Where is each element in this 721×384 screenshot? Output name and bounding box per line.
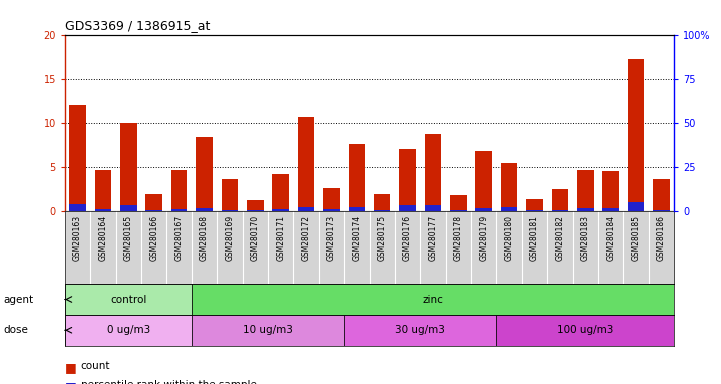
Bar (171, 170, 187, 211)
Bar (65, 315, 192, 346)
Text: GSM280168: GSM280168 (200, 215, 209, 261)
Bar (399, 205, 416, 211)
Text: GSM280165: GSM280165 (124, 215, 133, 261)
Bar (94, 170, 111, 211)
Text: GSM280181: GSM280181 (530, 215, 539, 261)
Text: 100 ug/m3: 100 ug/m3 (557, 325, 614, 335)
Bar (146, 194, 162, 211)
Text: GSM280176: GSM280176 (403, 215, 412, 261)
Text: 0 ug/m3: 0 ug/m3 (107, 325, 150, 335)
Bar (526, 199, 543, 211)
Text: GSM280184: GSM280184 (606, 215, 615, 261)
Text: ■: ■ (65, 361, 76, 374)
Text: GSM280172: GSM280172 (301, 215, 311, 261)
Bar (247, 200, 264, 211)
Text: count: count (81, 361, 110, 371)
Bar (196, 208, 213, 211)
Bar (425, 205, 441, 211)
Bar (192, 315, 344, 346)
Bar (247, 210, 264, 211)
Bar (348, 207, 365, 211)
Text: GDS3369 / 1386915_at: GDS3369 / 1386915_at (65, 19, 211, 32)
Bar (552, 210, 568, 211)
Text: GSM280179: GSM280179 (479, 215, 488, 261)
Bar (273, 174, 289, 211)
Bar (501, 163, 518, 211)
Text: 30 ug/m3: 30 ug/m3 (395, 325, 446, 335)
Text: GSM280174: GSM280174 (353, 215, 361, 261)
Text: GSM280183: GSM280183 (581, 215, 590, 261)
Text: GSM280177: GSM280177 (428, 215, 438, 261)
Bar (653, 179, 670, 211)
Text: GSM280185: GSM280185 (632, 215, 640, 261)
Bar (196, 137, 213, 211)
Bar (603, 208, 619, 211)
Bar (475, 151, 492, 211)
Bar (348, 144, 365, 211)
Text: GSM280166: GSM280166 (149, 215, 158, 261)
Bar (577, 208, 593, 211)
Bar (323, 188, 340, 211)
Bar (425, 134, 441, 211)
Bar (475, 208, 492, 211)
Text: GSM280175: GSM280175 (378, 215, 386, 261)
Text: GSM280170: GSM280170 (251, 215, 260, 261)
Bar (298, 117, 314, 211)
Bar (323, 209, 340, 211)
Bar (298, 207, 314, 211)
Text: GSM280171: GSM280171 (276, 215, 286, 261)
Bar (192, 284, 674, 315)
Bar (146, 210, 162, 211)
Text: GSM280186: GSM280186 (657, 215, 666, 261)
Text: GSM280163: GSM280163 (73, 215, 82, 261)
Bar (171, 209, 187, 211)
Bar (69, 105, 86, 211)
Bar (399, 149, 416, 211)
Text: GSM280167: GSM280167 (174, 215, 184, 261)
Text: ■: ■ (65, 380, 76, 384)
Bar (69, 204, 86, 211)
Text: GSM280178: GSM280178 (454, 215, 463, 261)
Bar (120, 123, 136, 211)
Bar (120, 205, 136, 211)
Bar (374, 210, 391, 211)
Bar (273, 209, 289, 211)
Text: GSM280180: GSM280180 (505, 215, 513, 261)
Text: agent: agent (4, 295, 34, 305)
Bar (94, 209, 111, 211)
Text: zinc: zinc (423, 295, 443, 305)
Text: GSM280169: GSM280169 (226, 215, 234, 261)
Bar (450, 210, 466, 211)
Bar (501, 207, 518, 211)
Bar (344, 315, 497, 346)
Text: GSM280182: GSM280182 (555, 215, 565, 261)
Bar (65, 284, 192, 315)
Bar (450, 195, 466, 211)
Text: GSM280164: GSM280164 (99, 215, 107, 261)
Bar (497, 315, 674, 346)
Bar (552, 189, 568, 211)
Bar (577, 170, 593, 211)
Text: dose: dose (4, 325, 29, 335)
Text: control: control (110, 295, 146, 305)
Text: 10 ug/m3: 10 ug/m3 (243, 325, 293, 335)
Bar (526, 210, 543, 211)
Bar (653, 210, 670, 211)
Bar (603, 170, 619, 211)
Bar (374, 194, 391, 211)
Bar (628, 59, 645, 211)
Text: percentile rank within the sample: percentile rank within the sample (81, 380, 257, 384)
Bar (221, 179, 238, 211)
Bar (221, 210, 238, 211)
Text: GSM280173: GSM280173 (327, 215, 336, 261)
Bar (628, 202, 645, 211)
